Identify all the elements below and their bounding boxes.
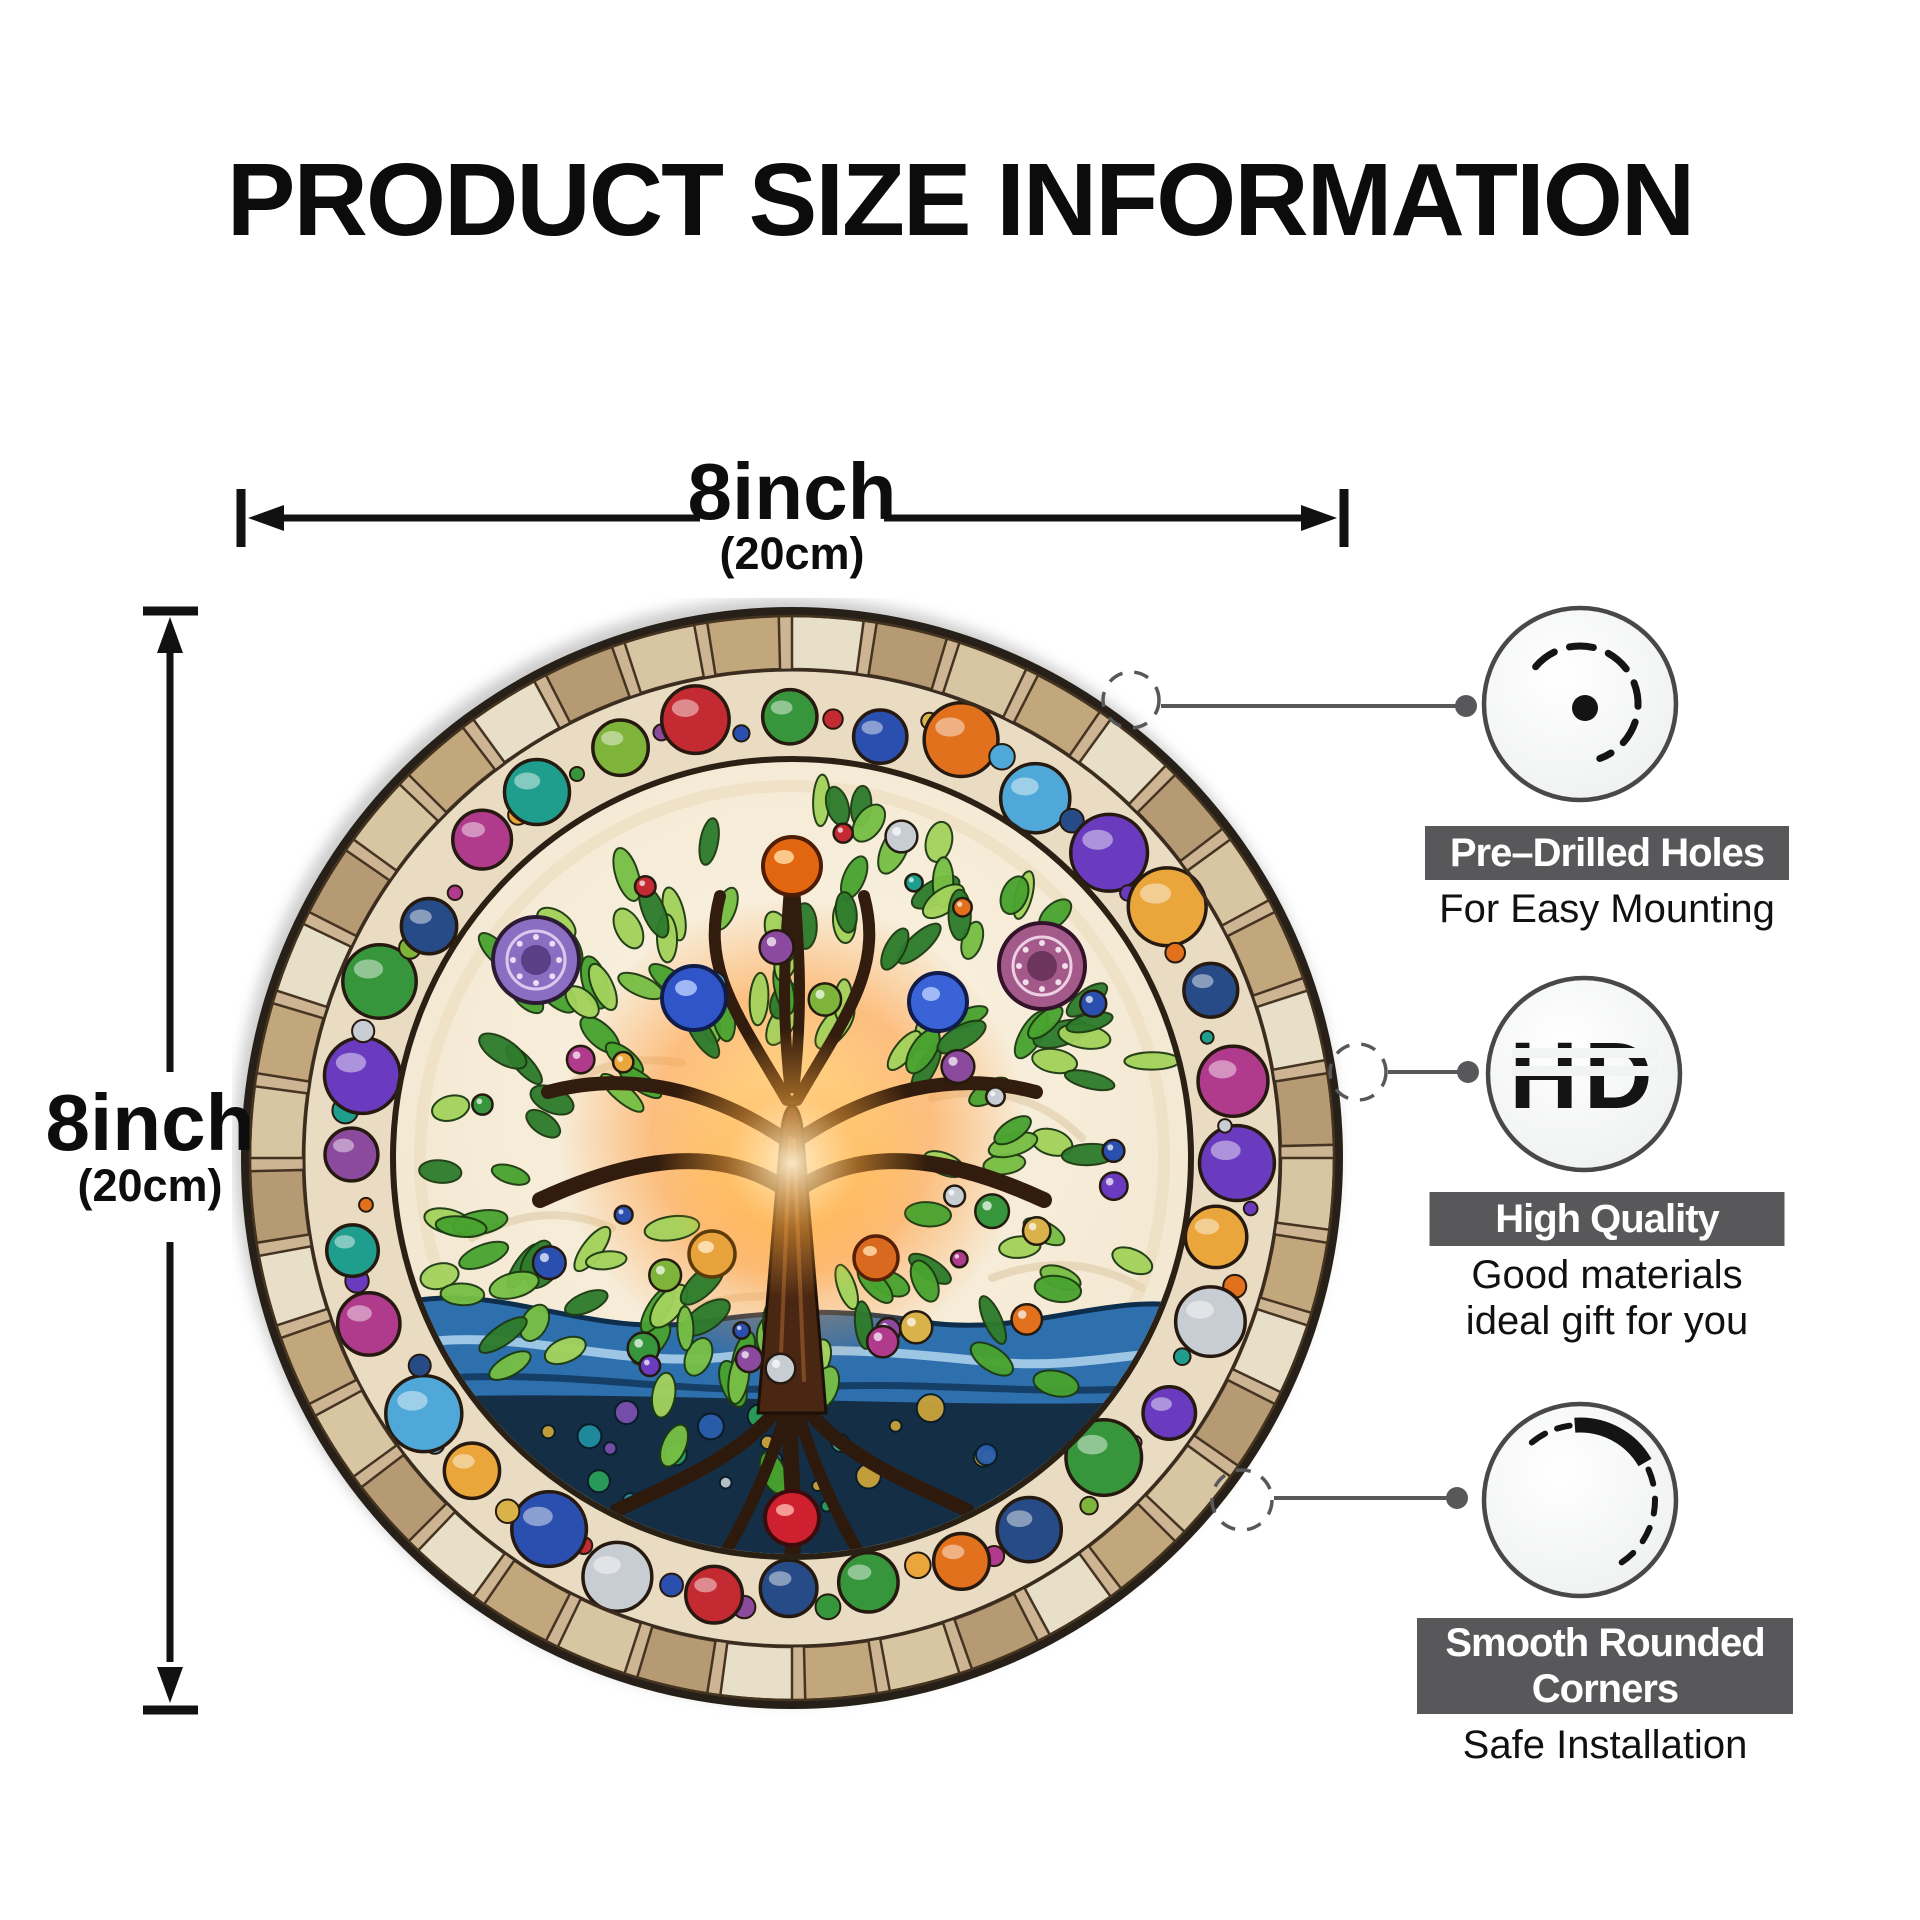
page-title: PRODUCT SIZE INFORMATION	[226, 142, 1695, 257]
height-dimension-arrow	[143, 606, 198, 1715]
feature-badge-rounded-corners: Smooth Rounded Corners	[1417, 1618, 1793, 1714]
mosaic-outer-edge	[248, 614, 1336, 1702]
width-dimension-arrow	[236, 489, 1349, 547]
feature-caption-rounded-corners: Safe Installation	[1462, 1723, 1748, 1767]
mosaic-tiles	[248, 614, 1336, 1702]
feature-gems	[491, 835, 1087, 1547]
gem-ring-edge	[302, 668, 1282, 1648]
height-dimension-metric: (20cm)	[77, 1160, 223, 1211]
feature-caption-high-quality: Good materials ideal gift for you	[1466, 1252, 1748, 1344]
caption-line-1: Good materials	[1471, 1253, 1743, 1297]
connector-rounded-corners	[1210, 1468, 1468, 1532]
width-dimension-metric: (20cm)	[719, 528, 865, 579]
drilled-hole-icon	[1481, 605, 1679, 803]
border-gems	[322, 684, 1277, 1625]
inner-scene	[396, 762, 1188, 1554]
fruit-gems	[471, 819, 1129, 1385]
connector-pre-drilled	[1101, 670, 1477, 730]
width-dimension-value: 8inch	[687, 447, 897, 536]
product-image	[234, 598, 1343, 1709]
hd-icon: HD	[1485, 975, 1683, 1173]
feature-badge-pre-drilled: Pre–Drilled Holes	[1425, 826, 1789, 880]
feature-caption-pre-drilled: For Easy Mounting	[1439, 887, 1775, 931]
height-dimension-value: 8inch	[45, 1078, 255, 1167]
glow-bloom	[657, 1028, 927, 1298]
rounded-corner-icon	[1481, 1401, 1679, 1599]
feature-badge-high-quality: High Quality	[1429, 1192, 1785, 1246]
connector-high-quality	[1328, 1042, 1479, 1102]
caption-line-2: ideal gift for you	[1465, 1299, 1749, 1343]
scene-edge-ring	[390, 756, 1194, 1560]
